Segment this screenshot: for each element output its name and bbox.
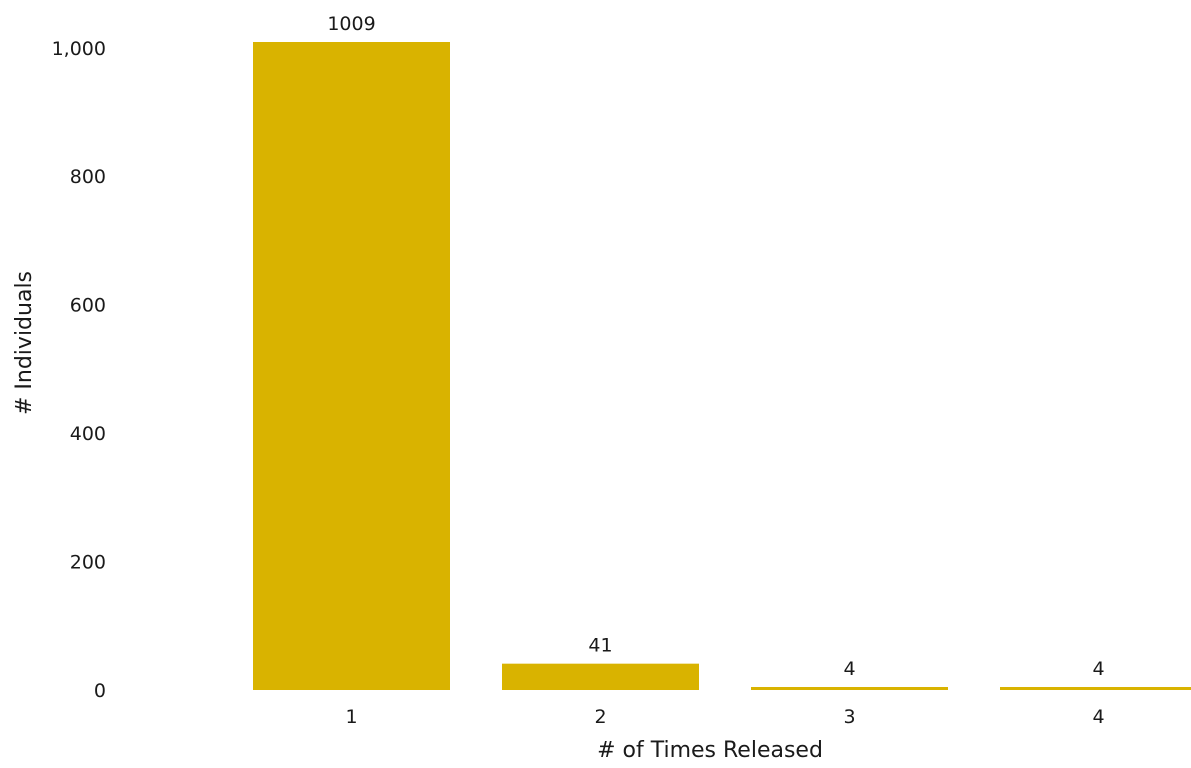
bars xyxy=(253,42,1191,690)
bar xyxy=(253,42,450,690)
y-tick-label: 200 xyxy=(70,552,106,574)
y-tick-label: 1,000 xyxy=(52,38,106,60)
x-axis-title: # of Times Released xyxy=(597,738,823,763)
x-tick-label: 3 xyxy=(843,706,855,728)
data-label: 4 xyxy=(843,658,855,680)
data-labels: 1009 41 4 4 xyxy=(327,13,1104,680)
y-tick-label: 600 xyxy=(70,295,106,317)
bar xyxy=(502,663,699,690)
x-axis: 1 2 3 4 xyxy=(345,706,1104,728)
x-tick-label: 2 xyxy=(594,706,606,728)
data-label: 41 xyxy=(588,635,612,657)
y-axis-title: # Individuals xyxy=(12,271,37,415)
y-axis: 0 200 400 600 800 1,000 xyxy=(52,38,106,702)
data-label: 4 xyxy=(1092,658,1104,680)
y-tick-label: 0 xyxy=(94,680,106,702)
bar xyxy=(751,687,948,690)
y-tick-label: 800 xyxy=(70,166,106,188)
x-tick-label: 1 xyxy=(345,706,357,728)
bar xyxy=(1000,687,1191,690)
x-tick-label: 4 xyxy=(1092,706,1104,728)
y-tick-label: 400 xyxy=(70,423,106,445)
data-label: 1009 xyxy=(327,13,375,35)
